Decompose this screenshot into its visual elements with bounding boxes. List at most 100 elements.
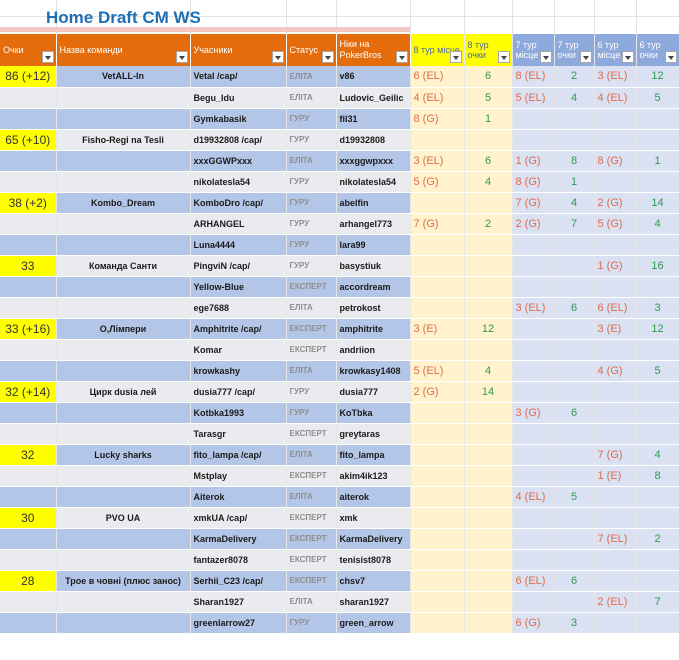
t7-points-cell[interactable]	[554, 423, 595, 445]
t6-place-cell[interactable]	[594, 612, 637, 634]
t6-points-cell[interactable]: 12	[636, 318, 679, 340]
status-cell[interactable]: ЕЛІТА	[286, 444, 337, 466]
team-name-cell[interactable]	[56, 108, 191, 130]
nick-cell[interactable]: petrokost	[336, 297, 411, 319]
t8-place-cell[interactable]	[410, 444, 465, 466]
t6-place-cell[interactable]: 4 (EL)	[594, 87, 637, 109]
t7-place-cell[interactable]: 6 (G)	[512, 612, 555, 634]
member-cell[interactable]: Luna4444	[190, 234, 287, 256]
points-cell[interactable]	[0, 402, 57, 424]
status-cell[interactable]: ЕЛІТА	[286, 297, 337, 319]
t6-place-cell[interactable]	[594, 276, 637, 298]
t8-points-cell[interactable]	[464, 129, 513, 151]
nick-cell[interactable]: krowkasy1408	[336, 360, 411, 382]
nick-cell[interactable]: basystiuk	[336, 255, 411, 277]
points-cell[interactable]	[0, 213, 57, 235]
t6-place-cell[interactable]: 7 (G)	[594, 444, 637, 466]
t8-points-cell[interactable]: 1	[464, 108, 513, 130]
t8-place-cell[interactable]	[410, 276, 465, 298]
team-name-cell[interactable]	[56, 339, 191, 361]
member-cell[interactable]: Serhii_C23 /cap/	[190, 570, 287, 592]
points-cell[interactable]	[0, 486, 57, 508]
t6-points-cell[interactable]	[636, 507, 679, 529]
status-cell[interactable]: ГУРУ	[286, 381, 337, 403]
header-t6-place[interactable]: 6 тур місце	[594, 34, 637, 66]
t7-points-cell[interactable]: 8	[554, 150, 595, 172]
points-cell[interactable]: 33 (+16)	[0, 318, 57, 340]
t6-place-cell[interactable]	[594, 234, 637, 256]
team-name-cell[interactable]: Трое в човні (плюс занос)	[56, 570, 191, 592]
t6-place-cell[interactable]: 4 (G)	[594, 360, 637, 382]
t6-points-cell[interactable]	[636, 381, 679, 403]
status-cell[interactable]: ЕКСПЕРТ	[286, 528, 337, 550]
member-cell[interactable]: Amphitrite /cap/	[190, 318, 287, 340]
t7-points-cell[interactable]	[554, 591, 595, 613]
t7-place-cell[interactable]: 1 (G)	[512, 150, 555, 172]
t8-place-cell[interactable]: 2 (G)	[410, 381, 465, 403]
t7-points-cell[interactable]	[554, 276, 595, 298]
t7-place-cell[interactable]: 8 (G)	[512, 171, 555, 193]
t8-points-cell[interactable]	[464, 402, 513, 424]
status-cell[interactable]: ЕКСПЕРТ	[286, 318, 337, 340]
t7-place-cell[interactable]: 5 (EL)	[512, 87, 555, 109]
member-cell[interactable]: ege7688	[190, 297, 287, 319]
team-name-cell[interactable]	[56, 423, 191, 445]
t6-points-cell[interactable]	[636, 234, 679, 256]
member-cell[interactable]: KarmaDelivery	[190, 528, 287, 550]
header-t7-place[interactable]: 7 тур місце	[512, 34, 555, 66]
t8-place-cell[interactable]	[410, 129, 465, 151]
t8-place-cell[interactable]: 3 (EL)	[410, 150, 465, 172]
status-cell[interactable]: ГУРУ	[286, 108, 337, 130]
member-cell[interactable]: Komar	[190, 339, 287, 361]
t6-points-cell[interactable]: 5	[636, 87, 679, 109]
header-members[interactable]: Учасники	[190, 34, 287, 66]
t8-points-cell[interactable]	[464, 591, 513, 613]
points-cell[interactable]	[0, 234, 57, 256]
t7-points-cell[interactable]: 4	[554, 192, 595, 214]
t7-points-cell[interactable]	[554, 129, 595, 151]
t8-place-cell[interactable]	[410, 549, 465, 571]
t6-place-cell[interactable]: 8 (G)	[594, 150, 637, 172]
status-cell[interactable]: ГУРУ	[286, 612, 337, 634]
t6-points-cell[interactable]	[636, 276, 679, 298]
t6-points-cell[interactable]: 8	[636, 465, 679, 487]
points-cell[interactable]	[0, 87, 57, 109]
t8-points-cell[interactable]	[464, 255, 513, 277]
member-cell[interactable]: Mstplay	[190, 465, 287, 487]
t7-points-cell[interactable]: 6	[554, 297, 595, 319]
t7-points-cell[interactable]	[554, 108, 595, 130]
t7-place-cell[interactable]	[512, 381, 555, 403]
t8-points-cell[interactable]	[464, 423, 513, 445]
status-cell[interactable]: ГУРУ	[286, 234, 337, 256]
t8-points-cell[interactable]: 6	[464, 66, 513, 88]
t8-points-cell[interactable]	[464, 549, 513, 571]
team-name-cell[interactable]	[56, 612, 191, 634]
t8-place-cell[interactable]: 5 (EL)	[410, 360, 465, 382]
t6-place-cell[interactable]: 5 (G)	[594, 213, 637, 235]
t6-place-cell[interactable]: 3 (EL)	[594, 66, 637, 88]
status-cell[interactable]: ЕЛІТА	[286, 486, 337, 508]
t6-points-cell[interactable]: 3	[636, 297, 679, 319]
team-name-cell[interactable]: PVO UA	[56, 507, 191, 529]
status-cell[interactable]: ГУРУ	[286, 192, 337, 214]
nick-cell[interactable]: andriion	[336, 339, 411, 361]
t7-place-cell[interactable]	[512, 549, 555, 571]
t7-place-cell[interactable]	[512, 276, 555, 298]
t7-points-cell[interactable]: 7	[554, 213, 595, 235]
header-t6-points[interactable]: 6 тур очки	[636, 34, 679, 66]
filter-dropdown-icon[interactable]	[321, 51, 334, 63]
header-t8-points[interactable]: 8 тур очки	[464, 34, 513, 66]
t8-place-cell[interactable]	[410, 423, 465, 445]
t6-place-cell[interactable]	[594, 486, 637, 508]
member-cell[interactable]: PingviN /cap/	[190, 255, 287, 277]
points-cell[interactable]	[0, 297, 57, 319]
t7-points-cell[interactable]	[554, 318, 595, 340]
nick-cell[interactable]: green_arrow	[336, 612, 411, 634]
filter-dropdown-icon[interactable]	[579, 51, 592, 63]
member-cell[interactable]: KomboDro /cap/	[190, 192, 287, 214]
t8-place-cell[interactable]	[410, 486, 465, 508]
member-cell[interactable]: krowkashy	[190, 360, 287, 382]
t6-points-cell[interactable]	[636, 402, 679, 424]
team-name-cell[interactable]: О,Лімпери	[56, 318, 191, 340]
t8-place-cell[interactable]: 7 (G)	[410, 213, 465, 235]
